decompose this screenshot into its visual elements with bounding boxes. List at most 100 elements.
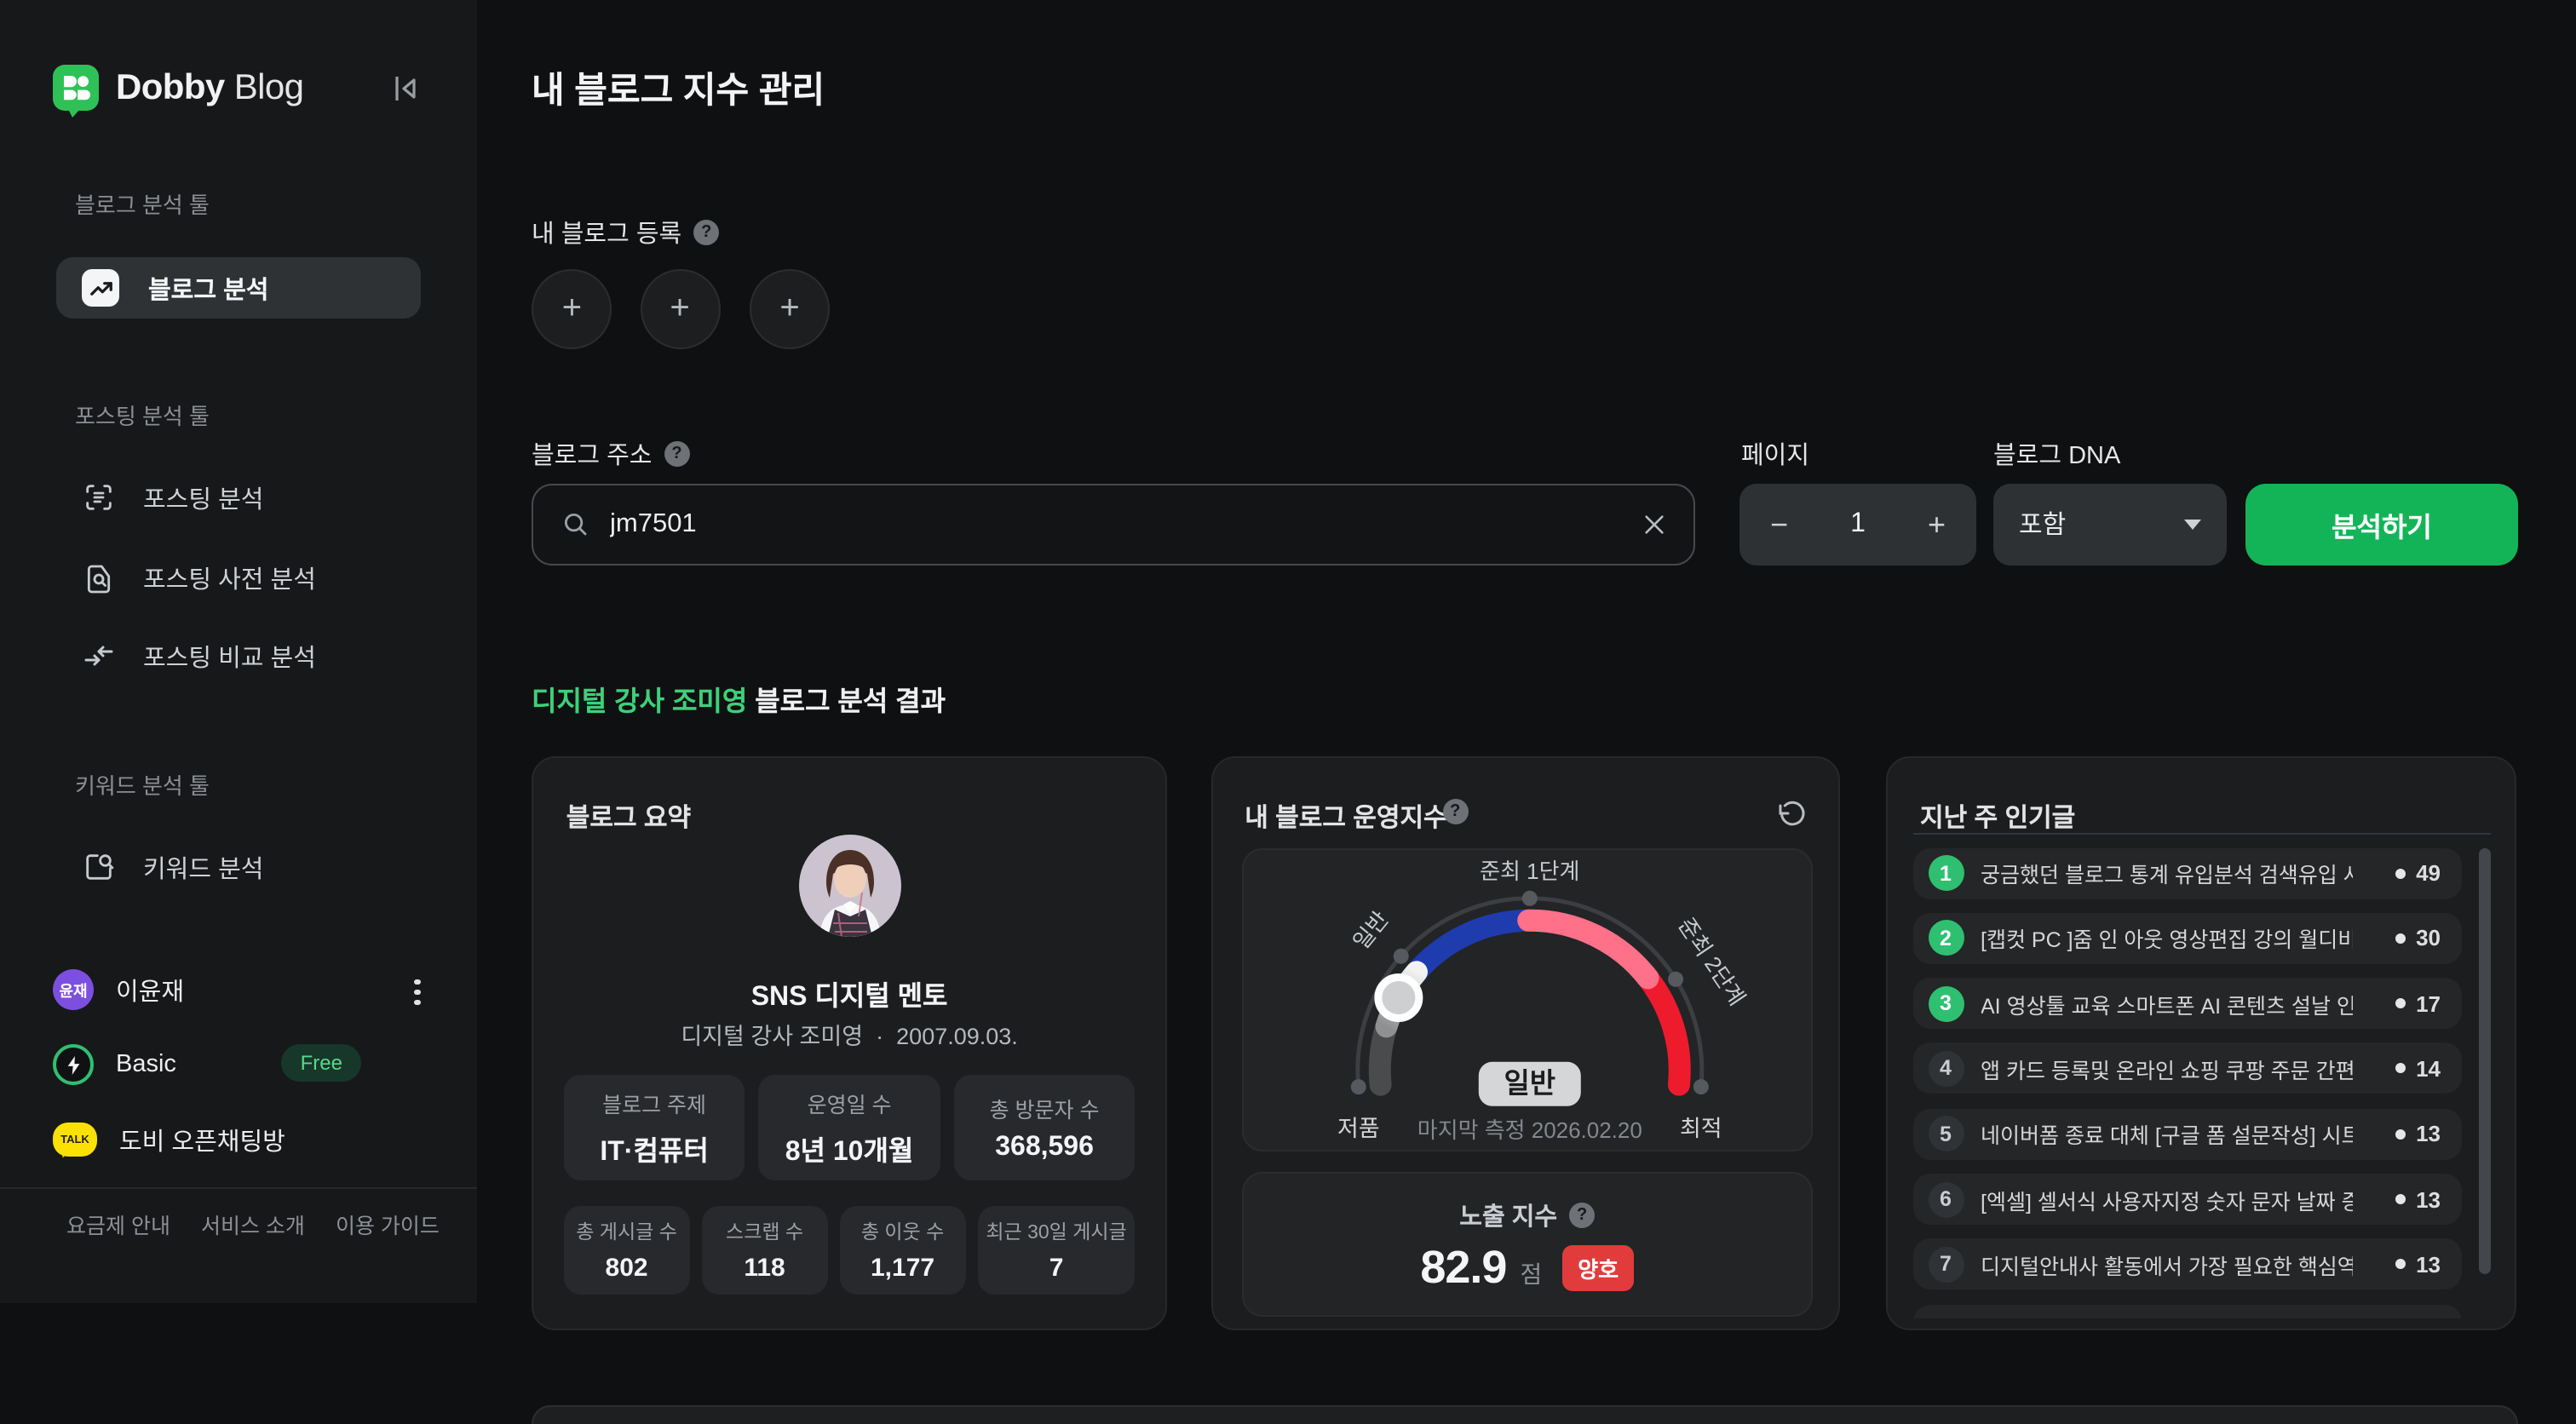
exposure-index-panel: 노출 지수 ? 82.9 점 양호 <box>1242 1171 1813 1316</box>
sidebar-item-label: 키워드 분석 <box>143 856 264 883</box>
blog-summary-card: 블로그 요약 SNS 디지털 멘토 디지털 강사 조미영 · 2007.09.0… <box>532 755 1167 1330</box>
register-label: 내 블로그 등록 <box>532 221 682 249</box>
index-card-title: 내 블로그 운영지수 <box>1245 803 1447 832</box>
gauge-stage-label: 저품 <box>1337 1115 1380 1140</box>
dobby-logo-icon <box>53 65 99 118</box>
gauge-stage-label: 준최 1단계 <box>1480 858 1579 883</box>
blog-address-input[interactable] <box>610 508 1642 540</box>
post-title: 궁금했던 블로그 통계 유입분석 검색유입 사이트... <box>1981 864 2352 888</box>
collapse-sidebar-icon[interactable] <box>390 75 421 102</box>
gauge-stage-label: 최적 <box>1680 1115 1722 1140</box>
views-icon <box>2395 1063 2406 1074</box>
view-count: 13 <box>2416 1186 2441 1213</box>
help-icon[interactable]: ? <box>1442 798 1469 824</box>
sidebar-section-keyword-tools: 키워드 분석 툴 <box>75 773 210 799</box>
blogger-photo <box>799 834 902 936</box>
stats-row-2: 총 게시글 수 802 스크랩 수 118 총 이웃 수 1,177 최근 30일 게… <box>563 1205 1136 1294</box>
stat-tile: 총 방문자 수 368,596 <box>953 1074 1136 1180</box>
post-title: 디지털안내사 활동에서 가장 필요한 핵심역량, A... <box>1981 1255 2352 1279</box>
list-item[interactable]: 7 디지털안내사 활동에서 가장 필요한 핵심역량, A... 13 <box>1912 1238 2461 1290</box>
gauge-knob[interactable] <box>1374 972 1423 1021</box>
document-search-icon <box>87 564 111 593</box>
search-icon <box>564 514 587 536</box>
add-blog-button[interactable]: + <box>750 268 830 348</box>
view-count: 49 <box>2416 860 2441 887</box>
plan-badge: Free <box>281 1044 361 1082</box>
help-icon[interactable]: ? <box>693 220 720 245</box>
minus-icon[interactable]: − <box>1770 507 1789 542</box>
popular-card-title: 지난 주 인기글 <box>1920 803 2076 832</box>
help-icon[interactable]: ? <box>1569 1202 1596 1227</box>
help-icon[interactable]: ? <box>664 441 690 467</box>
brand-logo[interactable]: Dobby Blog <box>53 65 304 118</box>
footer-link-guide[interactable]: 이용 가이드 <box>335 1214 440 1238</box>
views-icon <box>2395 1259 2406 1270</box>
compare-arrows-icon <box>84 646 113 666</box>
last-measured-text: 마지막 측정 2026.02.20 <box>1417 1117 1642 1142</box>
kakao-openchat-row[interactable]: TALK 도비 오픈채팅방 <box>53 1116 424 1163</box>
add-blog-button[interactable]: + <box>640 268 720 348</box>
analyze-button[interactable]: 분석하기 <box>2245 484 2518 565</box>
result-title-highlight: 디지털 강사 조미영 <box>532 688 748 717</box>
sidebar-section-blog-tools: 블로그 분석 툴 <box>75 192 210 218</box>
add-blog-button[interactable]: + <box>532 268 612 348</box>
gauge-stage-label: 일반 <box>1348 905 1394 953</box>
sidebar-item-posting-analysis[interactable]: 포스팅 분석 <box>56 472 421 523</box>
list-item[interactable]: 1 궁금했던 블로그 통계 유입분석 검색유입 사이트... 49 <box>1912 847 2461 899</box>
stats-row-1: 블로그 주제 IT·컴퓨터 운영일 수 8년 10개월 총 방문자 수 368,596 <box>563 1074 1136 1180</box>
result-title-rest: 블로그 분석 결과 <box>747 688 946 717</box>
plus-icon: + <box>670 289 690 326</box>
brand-name: Dobby Blog <box>116 67 304 108</box>
list-item[interactable]: 6 [엑셀] 셀서식 사용자지정 숫자 문자 날짜 증감표... 13 <box>1912 1174 2461 1226</box>
footer-link-pricing[interactable]: 요금제 안내 <box>66 1214 170 1238</box>
keyword-search-icon <box>86 854 114 880</box>
kakao-openchat-label: 도비 오픈채팅방 <box>119 1128 285 1156</box>
blog-address-field <box>532 484 1695 565</box>
list-item[interactable]: 4 앱 카드 등록및 온라인 쇼핑 쿠팡 주문 간편결제 ... 14 <box>1912 1042 2461 1094</box>
blogger-name: SNS 디지털 멘토 <box>750 982 948 1011</box>
rank-badge: 2 <box>1928 920 1964 956</box>
lightning-icon <box>53 1044 94 1085</box>
sidebar-item-label: 포스팅 분석 <box>143 486 264 514</box>
current-stage-badge <box>1478 1060 1581 1105</box>
clear-icon[interactable] <box>1642 513 1666 537</box>
sidebar-divider <box>0 1187 477 1189</box>
plan-row[interactable]: Basic Free <box>53 1041 424 1088</box>
footer-link-service[interactable]: 서비스 소개 <box>200 1214 305 1238</box>
address-label: 블로그 주소 <box>532 443 653 470</box>
rank-badge: 7 <box>1928 1246 1964 1283</box>
post-title: 네이버폼 종료 대체 [구글 폼 설문작성] 시트연결... <box>1981 1124 2352 1149</box>
kebab-menu-icon[interactable] <box>414 974 421 1009</box>
stat-tile: 블로그 주제 IT·컴퓨터 <box>563 1074 745 1180</box>
list-item-partial[interactable] <box>1912 1304 2461 1318</box>
post-title: AI 영상툴 교육 스마트폰 AI 콘텐츠 설날 인사 영... <box>1981 994 2352 1019</box>
refresh-icon[interactable] <box>1775 800 1806 839</box>
rank-badge: 3 <box>1928 985 1964 1022</box>
views-icon <box>2395 1194 2406 1205</box>
operation-gauge: 준최 1단계 일반 준최 2단계 저품 최적 일반 마지막 측정 2026.02… <box>1242 847 1813 1151</box>
plan-name: Basic <box>116 1051 176 1078</box>
dna-select[interactable]: 포함 <box>1993 484 2226 565</box>
sidebar-item-posting-compare-analysis[interactable]: 포스팅 비교 분석 <box>56 630 421 681</box>
stat-tile: 운영일 수 8년 10개월 <box>758 1074 940 1180</box>
plus-icon[interactable]: + <box>1927 507 1946 542</box>
list-item[interactable]: 3 AI 영상툴 교육 스마트폰 AI 콘텐츠 설날 인사 영... 17 <box>1912 978 2461 1030</box>
register-label-row: 내 블로그 등록 ? <box>532 215 720 250</box>
rank-badge: 6 <box>1928 1181 1964 1218</box>
operation-index-card: 내 블로그 운영지수 ? <box>1210 755 1840 1330</box>
dna-label: 블로그 DNA <box>1993 443 2121 470</box>
sidebar-item-keyword-analysis[interactable]: 키워드 분석 <box>56 841 421 893</box>
list-item[interactable]: 2 [캡컷 PC ]줌 인 아웃 영상편집 강의 월디비젼 ... 30 <box>1912 912 2461 964</box>
sidebar-item-blog-analysis[interactable]: 블로그 분석 <box>56 257 421 319</box>
sidebar-item-label: 블로그 분석 <box>148 277 269 304</box>
brand-name-light: Blog <box>233 67 304 106</box>
scrollbar-thumb[interactable] <box>2479 847 2490 1274</box>
list-item[interactable]: 5 네이버폼 종료 대체 [구글 폼 설문작성] 시트연결... 13 <box>1912 1108 2461 1160</box>
profile-row[interactable]: 윤재 이윤재 <box>53 966 424 1013</box>
view-count: 14 <box>2416 1055 2441 1082</box>
view-count: 17 <box>2416 990 2441 1017</box>
sidebar: Dobby Blog 블로그 분석 툴 블로그 분석 포스팅 분석 툴 포스팅 … <box>0 0 477 1303</box>
post-title: 앱 카드 등록및 온라인 쇼핑 쿠팡 주문 간편결제 ... <box>1981 1059 2352 1083</box>
sidebar-item-posting-pre-analysis[interactable]: 포스팅 사전 분석 <box>56 553 421 604</box>
